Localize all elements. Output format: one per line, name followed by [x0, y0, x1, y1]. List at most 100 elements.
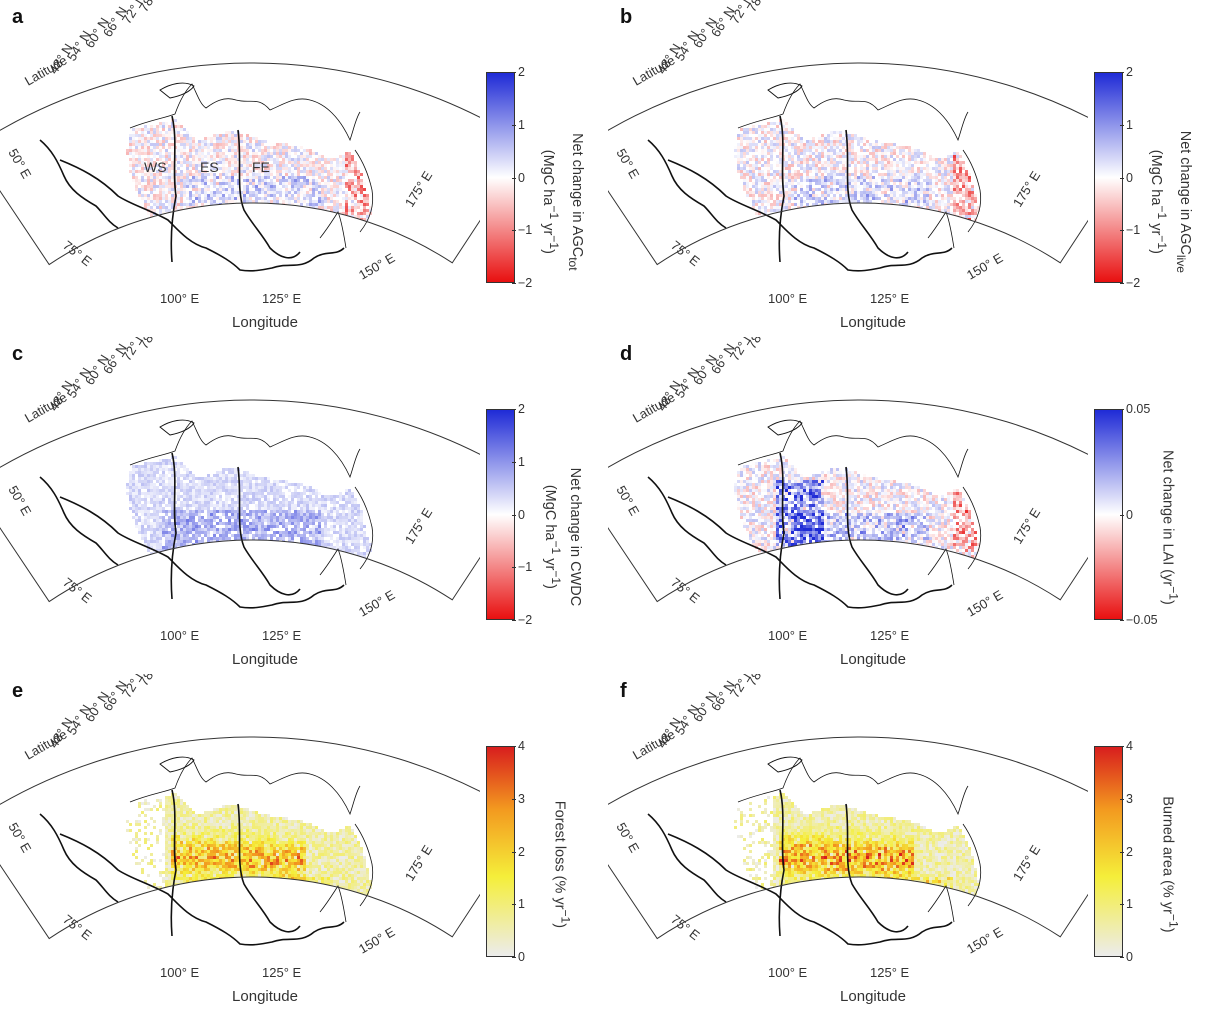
colorbar-tick-label: 4: [518, 739, 525, 753]
lon-tick-label: 175° E: [1010, 168, 1044, 209]
colorbar-label-line1: Forest loss (% yr−1): [551, 800, 573, 929]
longitude-axis-label: Longitude: [232, 651, 298, 668]
lon-tick-label: 125° E: [262, 965, 302, 980]
colorbar-tick: [1120, 620, 1124, 621]
colorbar: [486, 409, 515, 620]
colorbar-tick-label: 1: [1126, 897, 1133, 912]
colorbar-tick-label: 2: [1126, 65, 1133, 79]
panel-letter: d: [620, 343, 633, 365]
lon-tick-label: 150° E: [964, 587, 1006, 620]
colorbar-tick: [512, 798, 516, 800]
lon-tick-label: 175° E: [402, 842, 436, 883]
colorbar-tick: [512, 283, 516, 284]
colorbar-tick-label: 0: [518, 170, 525, 185]
lon-tick-label: 175° E: [1010, 842, 1044, 883]
colorbar-tick: [1120, 283, 1124, 284]
colorbar-tick-label: 1: [1126, 117, 1133, 132]
colorbar-tick-label: −2: [518, 276, 533, 290]
data-layer: [734, 793, 980, 937]
colorbar-tick: [1120, 904, 1124, 906]
colorbar-tick-label: 1: [518, 897, 525, 912]
colorbar-tick: [512, 904, 516, 906]
lon-tick-label: 75° E: [60, 912, 95, 944]
lon-tick-label: 100° E: [768, 628, 808, 643]
panel-letter: f: [620, 680, 627, 702]
lon-tick-label: 50° E: [5, 483, 34, 518]
colorbar-tick-label: 4: [1126, 739, 1133, 753]
lon-tick-label: 75° E: [60, 238, 95, 270]
colorbar-tick-label: −2: [518, 613, 533, 627]
panel-letter: b: [620, 6, 633, 28]
colorbar-tick-label: 0: [1126, 507, 1133, 522]
colorbar-label-line1: Net change in AGClive: [1173, 130, 1193, 273]
colorbar-tick: [512, 957, 516, 958]
colorbar-label-line1: Net change in CWDC: [566, 467, 583, 607]
colorbar-label-line2: (MgC ha−1 yr−1): [540, 149, 561, 254]
colorbar-tick: [1120, 514, 1124, 516]
colorbar-label: Burned area (% yr−1): [1158, 734, 1183, 994]
lon-tick-label: 100° E: [768, 965, 808, 980]
region-borders: [647, 115, 953, 272]
colorbar-tick-label: 0.05: [1126, 402, 1151, 416]
coastlines: [737, 419, 982, 586]
lon-tick-label: 50° E: [613, 483, 642, 518]
colorbar-tick-label: 2: [1126, 844, 1133, 859]
colorbar-tick: [512, 124, 516, 126]
colorbar: [1094, 409, 1123, 620]
colorbar-tick: [512, 746, 516, 747]
panel-letter: e: [12, 680, 24, 702]
colorbar: [486, 746, 515, 957]
region-borders: [39, 115, 345, 272]
colorbar-tick-label: −1: [518, 560, 533, 575]
coastlines: [129, 419, 374, 586]
colorbar-tick: [512, 851, 516, 853]
map-frame: [0, 62, 480, 266]
colorbar-label-line2: (MgC ha−1 yr−1): [1148, 149, 1169, 254]
lon-tick-label: 100° E: [160, 291, 200, 306]
coastlines: [129, 756, 374, 923]
colorbar-tick: [512, 230, 516, 232]
lon-tick-label: 50° E: [613, 820, 642, 855]
colorbar-tick: [512, 409, 516, 410]
data-layer: [126, 456, 372, 600]
region-label: ES: [200, 159, 219, 175]
lon-tick-label: 175° E: [402, 505, 436, 546]
colorbar-label: Net change in LAI (yr−1): [1158, 397, 1183, 657]
longitude-axis-label: Longitude: [840, 651, 906, 668]
lon-tick-label: 50° E: [5, 820, 34, 855]
lon-tick-label: 75° E: [668, 238, 703, 270]
map-frame: [608, 399, 1088, 603]
coastlines: [737, 82, 982, 249]
colorbar: [1094, 746, 1123, 957]
colorbar-tick: [512, 177, 516, 179]
longitude-axis-label: Longitude: [232, 988, 298, 1005]
panel-letter: a: [12, 6, 24, 28]
colorbar-tick: [1120, 851, 1124, 853]
colorbar-tick-label: −2: [1126, 276, 1141, 290]
colorbar-tick: [512, 567, 516, 569]
colorbar-tick: [512, 461, 516, 463]
lon-tick-label: 125° E: [870, 291, 910, 306]
region-borders: [647, 452, 953, 609]
colorbar-tick-label: −1: [518, 223, 533, 238]
colorbar-tick-label: 1: [518, 454, 525, 469]
map-frame: [0, 399, 480, 603]
colorbar-tick-label: 0: [518, 507, 525, 522]
colorbar-tick: [1120, 72, 1124, 73]
region-borders: [647, 789, 953, 946]
lon-tick-label: 175° E: [1010, 505, 1044, 546]
longitude-axis-label: Longitude: [232, 314, 298, 331]
colorbar-tick: [1120, 230, 1124, 232]
colorbar: [1094, 72, 1123, 283]
region-label: FE: [252, 159, 270, 175]
lon-tick-label: 125° E: [262, 628, 302, 643]
colorbar-tick: [512, 514, 516, 516]
